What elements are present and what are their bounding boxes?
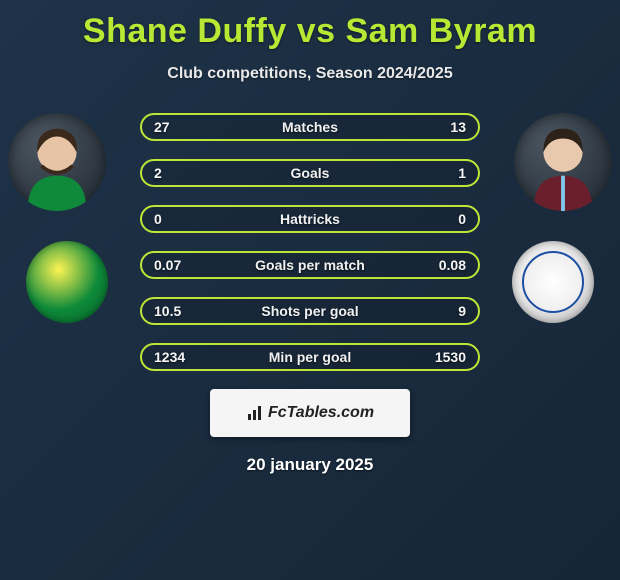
page-title: Shane Duffy vs Sam Byram: [0, 0, 620, 51]
stat-value-p2: 9: [458, 303, 466, 319]
stat-label: Goals per match: [142, 257, 478, 273]
player1-avatar: [8, 113, 106, 211]
stat-label: Min per goal: [142, 349, 478, 365]
watermark-text: FcTables.com: [268, 404, 374, 422]
stat-row: 0.07 Goals per match 0.08: [140, 251, 480, 279]
date-text: 20 january 2025: [10, 455, 610, 475]
stat-value-p2: 0.08: [439, 257, 466, 273]
stat-row: 27 Matches 13: [140, 113, 480, 141]
stat-bars: 27 Matches 13 2 Goals 1 0 Hattricks 0 0.…: [140, 113, 480, 371]
stat-value-p1: 27: [154, 119, 170, 135]
stat-value-p1: 10.5: [154, 303, 181, 319]
subtitle: Club competitions, Season 2024/2025: [0, 65, 620, 83]
player2-avatar: [514, 113, 612, 211]
comparison-panel: 27 Matches 13 2 Goals 1 0 Hattricks 0 0.…: [0, 113, 620, 475]
stat-label: Shots per goal: [142, 303, 478, 319]
stat-row: 10.5 Shots per goal 9: [140, 297, 480, 325]
player2-club-crest: [512, 241, 594, 323]
stat-value-p1: 0.07: [154, 257, 181, 273]
stat-label: Matches: [142, 119, 478, 135]
stat-value-p2: 1530: [435, 349, 466, 365]
source-watermark: FcTables.com: [210, 389, 410, 437]
stat-value-p1: 0: [154, 211, 162, 227]
player1-avatar-icon: [8, 113, 106, 211]
stat-value-p1: 2: [154, 165, 162, 181]
stat-row: 1234 Min per goal 1530: [140, 343, 480, 371]
stat-value-p2: 1: [458, 165, 466, 181]
stat-label: Hattricks: [142, 211, 478, 227]
stat-label: Goals: [142, 165, 478, 181]
player2-avatar-icon: [514, 113, 612, 211]
player1-club-crest: [26, 241, 108, 323]
stat-value-p1: 1234: [154, 349, 185, 365]
stat-value-p2: 0: [458, 211, 466, 227]
stat-row: 2 Goals 1: [140, 159, 480, 187]
stat-row: 0 Hattricks 0: [140, 205, 480, 233]
stat-value-p2: 13: [450, 119, 466, 135]
bar-chart-icon: [246, 404, 264, 422]
